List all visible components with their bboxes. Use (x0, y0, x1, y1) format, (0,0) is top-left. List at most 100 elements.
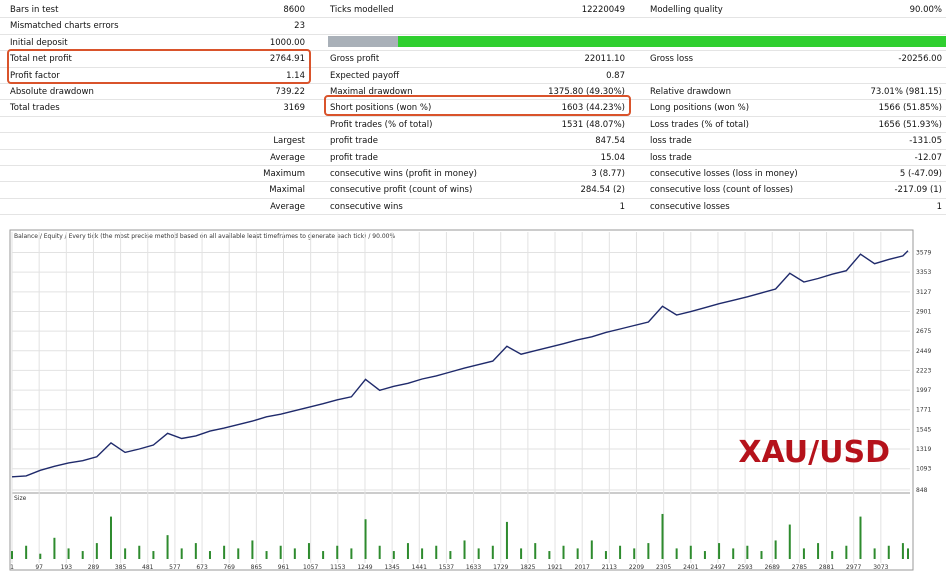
volume-bar (279, 545, 282, 559)
cell-value: 23 (294, 21, 305, 32)
volume-bar (774, 540, 777, 559)
y-tick-label: 2223 (916, 367, 931, 374)
y-tick-label: 1771 (916, 407, 931, 414)
cell-label: Profit trades (% of total) (330, 119, 433, 130)
cell-value: 3 (8.77) (591, 169, 625, 179)
volume-bar (378, 545, 381, 559)
volume-bar (817, 543, 820, 559)
volume-bar (421, 548, 424, 559)
row-line (0, 115, 946, 117)
volume-bar (576, 548, 579, 559)
x-tick-label: 2401 (683, 564, 698, 571)
x-tick-label: 1441 (412, 564, 427, 571)
volume-bar (336, 545, 339, 559)
volume-bar (647, 543, 650, 559)
volume-bar (859, 516, 862, 559)
balance-line (11, 250, 909, 478)
x-tick-label: 577 (169, 564, 181, 571)
x-tick-label: 1921 (547, 564, 562, 571)
cell-label: Ticks modelled (330, 5, 394, 15)
cell-value: 15.04 (600, 152, 625, 163)
x-tick-label: 2689 (765, 564, 780, 571)
chart-legend: Balance / Equity / Every tick (the most … (14, 233, 395, 240)
volume-bar (845, 545, 848, 559)
row-line (0, 148, 946, 150)
cell-label: consecutive losses (loss in money) (650, 169, 798, 179)
x-tick-label: 865 (251, 564, 263, 571)
volume-bar (689, 545, 692, 559)
y-tick-label: 2901 (916, 308, 931, 315)
volume-bar (633, 548, 636, 559)
cell-label: consecutive losses (650, 201, 730, 212)
volume-bar (307, 543, 310, 559)
cell-label: Maximum (263, 169, 305, 179)
cell-label: Initial deposit (10, 37, 68, 48)
x-tick-label: 1057 (303, 564, 318, 571)
x-tick-label: 481 (142, 564, 154, 571)
volume-bar (604, 551, 607, 559)
volume-bar (67, 548, 70, 559)
x-tick-label: 2113 (602, 564, 617, 571)
volume-bar (194, 543, 197, 559)
cell-value: -217.09 (1) (894, 185, 942, 196)
cell-value: -20256.00 (898, 54, 942, 65)
cell-value: 1 (936, 201, 942, 212)
cell-label: Short positions (won %) (330, 103, 432, 114)
volume-bar (548, 551, 551, 559)
volume-bar (180, 548, 183, 559)
panel-title: Size (14, 495, 27, 502)
row-line (0, 132, 946, 134)
x-tick-label: 2209 (629, 564, 644, 571)
volume-bar (590, 540, 593, 559)
volume-bar (562, 545, 565, 559)
volume-bar (703, 551, 706, 559)
x-tick-label: 673 (196, 564, 208, 571)
volume-bar (223, 545, 226, 559)
volume-bar (907, 548, 909, 559)
volume-bar (661, 513, 664, 559)
cell-value: 1656 (51.93%) (878, 119, 942, 130)
y-tick-label: 848 (916, 487, 928, 494)
x-tick-label: 1 (10, 564, 14, 571)
cell-label: Total net profit (10, 54, 72, 65)
cell-value: 1375.80 (49.30%) (548, 87, 625, 97)
report-table: Bars in test 8600 Ticks modelled 12220049 Mo… (0, 0, 946, 216)
volume-bar (746, 545, 749, 559)
x-tick-label: 2017 (575, 564, 590, 571)
volume-bar (887, 545, 890, 559)
volume-bar (109, 516, 112, 559)
volume-bar (491, 545, 494, 559)
cell-value: 847.54 (595, 136, 625, 147)
volume-bar (760, 551, 763, 559)
cell-label: Expected payoff (330, 70, 400, 81)
cell-value: 1531 (48.07%) (561, 119, 625, 130)
highlight-box (324, 95, 631, 116)
volume-bar (293, 548, 296, 559)
cell-label: Total trades (10, 103, 60, 114)
volume-bar (53, 537, 56, 559)
volume-bar (265, 551, 268, 559)
cell-label: Loss trades (% of total) (650, 119, 749, 130)
volume-bar (477, 548, 480, 559)
y-tick-label: 1093 (916, 466, 931, 473)
x-tick-label: 1537 (439, 564, 454, 571)
cell-label: Profit factor (10, 70, 60, 81)
progress-grey (328, 36, 398, 47)
cell-value: 8600 (283, 5, 305, 15)
y-tick-label: 3353 (916, 269, 931, 276)
volume-bar (788, 524, 791, 559)
row-line (0, 33, 946, 35)
volume-bar (152, 551, 155, 559)
cell-value: 22011.10 (584, 54, 625, 65)
volume-bar (406, 543, 409, 559)
volume-bar (435, 545, 438, 559)
cell-label: consecutive profit (count of wins) (330, 185, 473, 196)
volume-bar (322, 551, 325, 559)
cell-value: 739.22 (275, 87, 305, 97)
cell-label: Average (270, 152, 305, 163)
highlight-box (7, 49, 311, 84)
cell-label: Modelling quality (650, 5, 723, 15)
volume-bar (124, 548, 127, 559)
x-tick-label: 2497 (710, 564, 725, 571)
cell-value: -12.07 (914, 152, 942, 163)
